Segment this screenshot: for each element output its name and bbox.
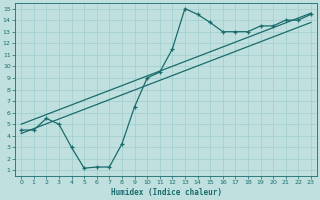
X-axis label: Humidex (Indice chaleur): Humidex (Indice chaleur) <box>110 188 221 197</box>
